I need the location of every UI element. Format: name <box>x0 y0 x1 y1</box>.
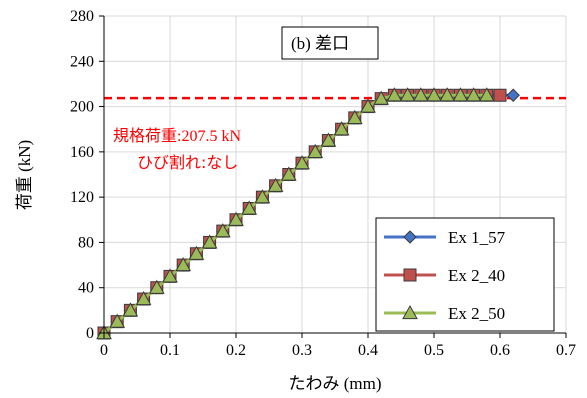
y-tick-label: 80 <box>78 234 94 251</box>
data-point <box>162 268 178 283</box>
data-point <box>412 87 429 102</box>
data-point <box>493 88 507 102</box>
data-point <box>439 87 456 102</box>
legend-label: Ex 2_50 <box>448 304 505 323</box>
grid <box>104 15 567 333</box>
data-point <box>346 109 363 124</box>
annotation-line1-jp: 規格荷重 <box>113 126 177 145</box>
y-axis-label-jp: 荷重 <box>15 176 35 210</box>
data-point <box>109 313 126 328</box>
x-tick-labels: 0 0.1 0.2 0.3 0.4 0.5 0.6 0.7 <box>100 342 576 359</box>
y-tick-label: 40 <box>78 280 94 297</box>
data-point <box>478 87 495 102</box>
legend-label: Ex 1_57 <box>448 228 506 247</box>
x-tick-label: 0.7 <box>556 342 576 359</box>
data-point <box>426 87 442 102</box>
x-axis-label-unit: (mm) <box>339 374 381 393</box>
title-box <box>281 26 379 60</box>
data-point <box>267 177 284 192</box>
y-tick-label: 200 <box>70 99 94 116</box>
data-point <box>506 88 520 102</box>
data-point <box>360 98 376 113</box>
legend-item: Ex 2_40 <box>384 266 505 285</box>
legend-marker <box>402 304 418 320</box>
x-tick-label: 0 <box>100 342 108 359</box>
data-point <box>320 132 337 147</box>
legend-marker <box>403 230 417 244</box>
data-point <box>294 155 310 170</box>
chart-title: (b) 差口 <box>291 34 349 53</box>
legend-label: Ex 2_40 <box>448 266 505 285</box>
x-tick-label: 0.5 <box>424 342 444 359</box>
legend: Ex 1_57 Ex 2_40 Ex 2_50 <box>375 217 555 332</box>
y-tick-label: 240 <box>70 53 94 70</box>
y-tick-label: 160 <box>70 144 94 161</box>
x-axis-label-jp: たわみ <box>288 374 339 394</box>
y-axis-label: 荷重 (kN) <box>15 140 35 210</box>
annotation-cracking: ひび割れ:なし <box>137 153 238 172</box>
annotation-standard-load: 規格荷重:207.5 kN <box>113 126 241 145</box>
annotation-line1-value: :207.5 kN <box>177 128 241 145</box>
data-point <box>280 166 297 181</box>
data-point <box>373 90 390 105</box>
y-tick-label: 0 <box>86 325 94 342</box>
y-tick-labels: 0 40 80 120 160 200 240 280 <box>70 8 94 342</box>
data-point <box>135 291 152 306</box>
annotation-line2-value: :なし <box>201 153 238 172</box>
data-point <box>201 234 218 249</box>
data-point <box>148 279 165 294</box>
axes <box>99 15 567 338</box>
data-point <box>307 143 324 158</box>
legend-marker <box>403 268 417 282</box>
data-point <box>175 257 192 272</box>
data-point <box>452 87 469 102</box>
data-point <box>386 87 403 102</box>
x-tick-label: 0.1 <box>160 342 180 359</box>
data-point <box>333 121 350 136</box>
data-point <box>188 245 205 260</box>
legend-item: Ex 1_57 <box>384 228 506 247</box>
annotation-line2-jp: ひび割れ <box>137 153 201 172</box>
x-tick-label: 0.3 <box>292 342 312 359</box>
y-tick-label: 120 <box>70 189 94 206</box>
x-tick-label: 0.6 <box>490 342 510 359</box>
data-point <box>399 87 416 102</box>
x-tick-label: 0.2 <box>226 342 246 359</box>
data-point <box>254 189 271 204</box>
data-point <box>122 302 139 317</box>
x-axis-label: たわみ (mm) <box>288 374 381 394</box>
data-point <box>228 211 244 226</box>
data-point <box>214 223 231 238</box>
series-ex-2_50 <box>96 87 495 340</box>
data-point <box>465 87 482 102</box>
x-tick-label: 0.4 <box>358 342 378 359</box>
y-axis-label-unit: (kN) <box>15 140 34 176</box>
legend-item: Ex 2_50 <box>384 304 505 323</box>
y-tick-label: 280 <box>70 8 94 25</box>
series-layer <box>96 87 520 340</box>
data-point <box>241 200 258 215</box>
